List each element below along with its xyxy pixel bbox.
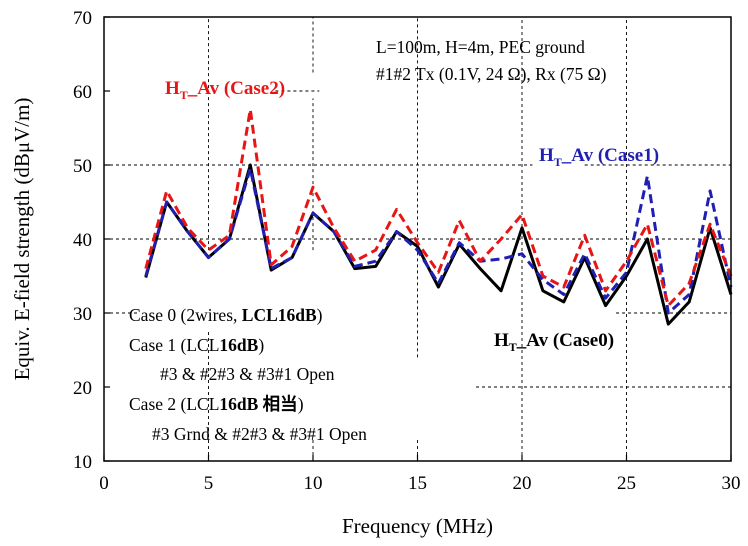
test-conditions-line2: #1#2 Tx (0.1V, 24 Ω), Rx (75 Ω)	[376, 64, 607, 84]
series-label-case0: HT_Av (Case0)	[494, 330, 615, 354]
series-line-case2	[144, 108, 733, 308]
axis-ticks: 0 5 10 15 20 25 30 10 20 30 40 50 60 70	[73, 8, 741, 494]
legend-case2: Case 2 (LCL16dB 相当)	[129, 394, 304, 414]
x-tick-label: 0	[99, 473, 109, 494]
series-layer	[144, 108, 733, 326]
legend-case2-detail: #3 Grnd & #2#3 & #3#1 Open	[152, 424, 367, 444]
legend-case1: Case 1 (LCL16dB)	[129, 335, 265, 355]
x-tick-label: 5	[204, 473, 214, 494]
x-axis-label: Frequency (MHz)	[342, 514, 493, 538]
test-conditions-line1: L=100m, H=4m, PEC ground	[376, 37, 585, 57]
x-tick-label: 30	[722, 473, 741, 494]
x-tick-label: 20	[513, 473, 532, 494]
y-tick-label: 30	[73, 304, 92, 325]
x-tick-label: 15	[408, 473, 427, 494]
legend-case1-detail: #3 & #2#3 & #3#1 Open	[160, 364, 335, 384]
y-tick-label: 10	[73, 452, 92, 473]
series-label-case1: HT_Av (Case1)	[539, 145, 660, 169]
y-tick-label: 70	[73, 8, 92, 29]
legend-case0: Case 0 (2wires, LCL16dB)	[129, 305, 323, 325]
y-tick-label: 40	[73, 230, 92, 251]
y-tick-label: 50	[73, 156, 92, 177]
series-line-case0	[144, 163, 733, 326]
x-tick-label: 25	[617, 473, 636, 494]
series-line-case1	[144, 167, 733, 315]
y-axis-label: Equiv. E-field strength (dBμV/m)	[10, 98, 34, 381]
grid-lines	[104, 17, 731, 461]
x-tick-label: 10	[304, 473, 323, 494]
series-label-case2: HT_Av (Case2)	[165, 78, 286, 102]
y-tick-label: 60	[73, 82, 92, 103]
y-tick-label: 20	[73, 378, 92, 399]
